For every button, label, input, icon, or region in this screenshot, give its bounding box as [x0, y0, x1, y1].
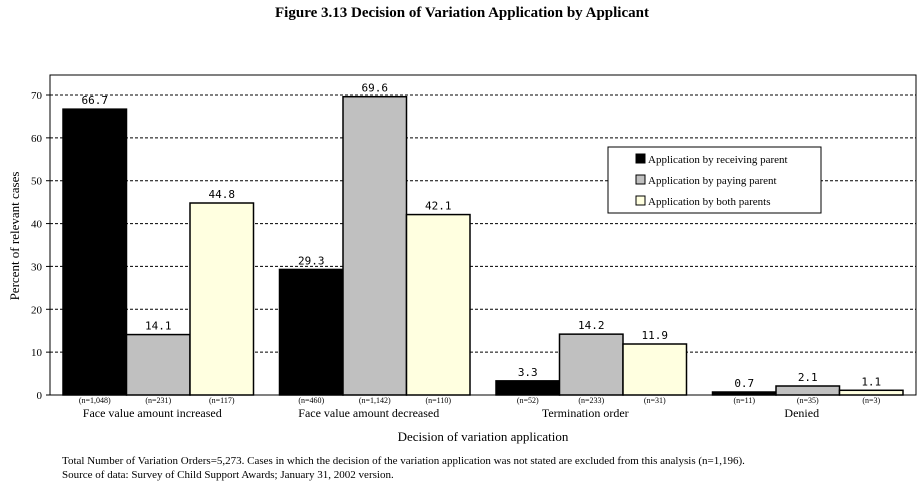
x-axis-label: Decision of variation application: [398, 429, 569, 444]
bar: [125, 333, 191, 396]
bar: [558, 333, 624, 396]
bar: [838, 389, 904, 396]
footnote-source: Source of data: Survey of Child Support …: [62, 469, 394, 481]
bar-n-label: (n=3): [862, 396, 880, 405]
y-tick-label: 20: [31, 304, 43, 316]
plot-frame: [49, 74, 917, 396]
legend-label: Application by receiving parent: [648, 154, 788, 166]
bar-value-label: 11.9: [642, 329, 669, 342]
bar: [62, 108, 128, 396]
legend: Application by receiving parent Applicati…: [607, 146, 822, 214]
bar-value-label: 0.7: [734, 377, 754, 390]
y-tick-label: 70: [31, 90, 43, 102]
legend-swatch: [635, 195, 646, 206]
y-tick-label: 0: [37, 390, 43, 402]
category-label: Face value amount decreased: [298, 406, 439, 420]
legend-swatch: [635, 153, 646, 164]
bar-value-label: 42.1: [425, 200, 452, 213]
bars: [62, 95, 904, 396]
bar-value-label: 69.6: [362, 82, 389, 95]
bar-n-label: (n=233): [578, 396, 604, 405]
data-labels: 66.7 (n=1,048) 14.1 (n=231) 44.8 (n=117) 29.3 (…: [79, 82, 881, 405]
y-tick-label: 10: [31, 347, 43, 359]
bar-value-label: 3.3: [518, 366, 538, 379]
bar: [495, 380, 561, 396]
gridlines: [50, 94, 916, 353]
bar-n-label: (n=11): [733, 396, 755, 405]
bar: [622, 343, 688, 396]
legend-label: Application by both parents: [648, 196, 771, 208]
axes: 0 10 20 30 40 50 60 70 Percent of relevant cases…: [7, 74, 917, 444]
bar-n-label: (n=52): [517, 396, 539, 405]
bar-value-label: 29.3: [298, 254, 325, 267]
y-tick-label: 30: [31, 261, 43, 273]
bar-n-label: (n=460): [298, 396, 324, 405]
bar-n-label: (n=231): [145, 396, 171, 405]
y-axis-label: Percent of relevant cases: [7, 172, 22, 301]
y-tick-label: 60: [31, 133, 43, 145]
y-tick-label: 40: [31, 219, 43, 231]
bar: [775, 385, 841, 396]
bar: [189, 202, 255, 396]
bar-n-label: (n=1,048): [79, 396, 111, 405]
bar-value-label: 44.8: [209, 188, 236, 201]
bar-n-label: (n=35): [797, 396, 819, 405]
legend-swatch: [635, 174, 646, 185]
bar-n-label: (n=110): [425, 396, 451, 405]
bar-value-label: 14.2: [578, 319, 605, 332]
chart-title: Figure 3.13 Decision of Variation Applic…: [275, 5, 649, 21]
bar-value-label: 66.7: [82, 94, 109, 107]
category-label: Termination order: [542, 406, 629, 420]
y-tick-label: 50: [31, 176, 43, 188]
bar: [278, 268, 344, 396]
bar-value-label: 2.1: [798, 371, 818, 384]
bar-n-label: (n=31): [644, 396, 666, 405]
bar: [405, 213, 471, 396]
bar-n-label: (n=1,142): [359, 396, 391, 405]
bar: [342, 95, 408, 396]
category-label: Denied: [784, 406, 819, 420]
bar-value-label: 14.1: [145, 320, 172, 333]
footnote-total: Total Number of Variation Orders=5,273. …: [62, 455, 745, 467]
bar-n-label: (n=117): [209, 396, 235, 405]
legend-label: Application by paying parent: [648, 175, 777, 187]
bar-value-label: 1.1: [861, 375, 881, 388]
category-label: Face value amount increased: [83, 406, 222, 420]
